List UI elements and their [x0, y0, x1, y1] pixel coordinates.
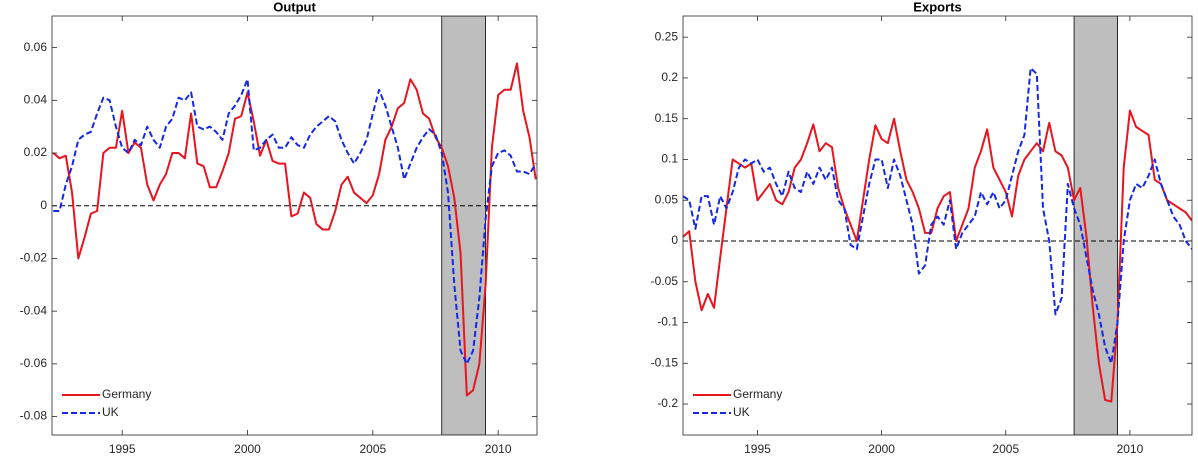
axes-frame: [682, 15, 1193, 436]
legend-label: Germany: [102, 387, 151, 401]
series-line: [53, 78, 537, 365]
legend-label: UK: [733, 405, 750, 419]
y-tick-label: 0: [671, 233, 678, 247]
x-tick-label: 2005: [359, 442, 386, 456]
chart-title: Output: [273, 0, 316, 14]
x-tick-label: 2010: [1117, 442, 1144, 456]
axes-frame: [51, 15, 538, 436]
x-tick-label: 2000: [868, 442, 895, 456]
x-tick-label: 1995: [744, 442, 771, 456]
series-line: [52, 62, 537, 397]
subplot: -0.2 -0.15 -0.1 -0.05 0 0.05 0.1 0.15 0.2 0.25 199…: [651, 0, 1193, 456]
y-tick-label: 0: [40, 198, 47, 212]
y-tick-label: -0.05: [651, 274, 679, 288]
y-tick-label: 0.04: [24, 92, 48, 106]
y-tick-label: -0.08: [20, 409, 48, 423]
chart-title: Exports: [913, 0, 961, 14]
y-tick-label: -0.04: [20, 303, 48, 317]
legend-label: Germany: [733, 387, 782, 401]
y-tick-label: 0.1: [661, 152, 678, 166]
x-tick-label: 1995: [109, 442, 136, 456]
y-tick-label: 0.15: [655, 111, 679, 125]
y-tick-label: -0.02: [20, 251, 48, 265]
y-tick-label: -0.15: [651, 355, 679, 369]
subplot: -0.08 -0.06 -0.04 -0.02 0 0.02 0.04 0.06 1995 200…: [20, 0, 538, 456]
y-tick-label: -0.2: [657, 396, 678, 410]
x-tick-label: 2000: [234, 442, 261, 456]
x-tick-label: 2010: [485, 442, 512, 456]
y-tick-label: 0.2: [661, 70, 678, 84]
series-line: [683, 109, 1192, 403]
y-tick-label: -0.1: [657, 315, 678, 329]
series-line: [683, 67, 1192, 365]
y-tick-label: -0.06: [20, 356, 48, 370]
y-tick-label: 0.02: [24, 145, 48, 159]
plot-content: [52, 16, 537, 435]
y-tick-label: 0.05: [655, 192, 679, 206]
shaded-period: [441, 16, 487, 435]
x-tick-label: 2005: [992, 442, 1019, 456]
plot-content: [683, 16, 1192, 435]
legend-label: UK: [102, 405, 119, 419]
y-tick-label: 0.25: [655, 29, 679, 43]
y-tick-label: 0.06: [24, 40, 48, 54]
